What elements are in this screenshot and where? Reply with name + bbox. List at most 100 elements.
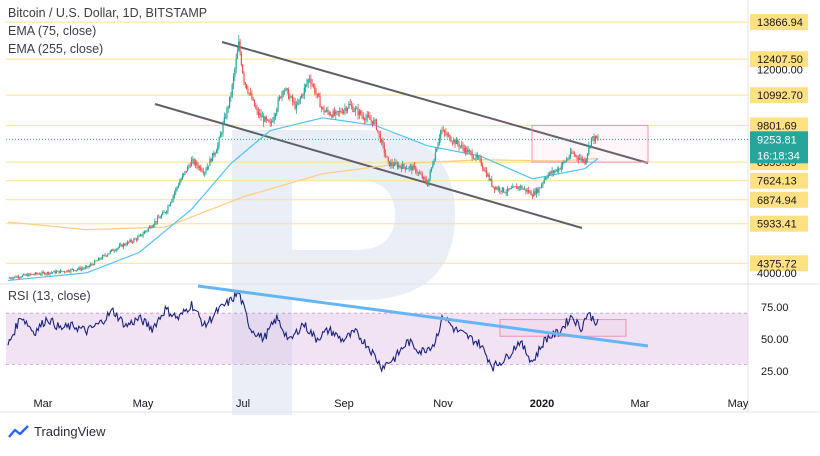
- candle-body: [289, 96, 291, 99]
- candle-body: [402, 163, 404, 169]
- candle-body: [270, 121, 273, 124]
- candle-body: [573, 153, 575, 156]
- candle-body: [521, 186, 523, 189]
- candle-body: [213, 152, 215, 156]
- candle-body: [255, 106, 257, 109]
- candle-body: [231, 84, 233, 97]
- candle-body: [453, 139, 455, 143]
- candle-body: [95, 260, 97, 262]
- candle-body: [274, 113, 277, 117]
- candle-body: [167, 206, 169, 212]
- candle-body: [552, 170, 555, 173]
- candle-body: [327, 109, 329, 112]
- candle-body: [509, 188, 511, 190]
- candle-body: [307, 79, 309, 84]
- candle-body: [108, 253, 110, 255]
- rsi-trendline[interactable]: [197, 284, 649, 348]
- candle-body: [116, 248, 118, 251]
- candle-body: [129, 239, 131, 243]
- candle-body: [71, 269, 73, 271]
- candle-body: [403, 163, 405, 167]
- candle-body: [28, 273, 30, 277]
- candle-body: [412, 165, 414, 171]
- candle-body: [72, 269, 75, 271]
- price-tick-label: 12000.00: [757, 65, 803, 77]
- time-tick-label: Mar: [631, 398, 650, 410]
- candle-body: [547, 174, 549, 178]
- rsi-line: [7, 290, 599, 374]
- candle-body: [34, 272, 37, 275]
- candle-body: [297, 103, 299, 105]
- candle-body: [358, 110, 360, 116]
- candle-body: [151, 226, 153, 228]
- candle-body: [175, 188, 177, 193]
- candle-body: [131, 241, 134, 243]
- candle-body: [59, 270, 62, 273]
- candle-body: [218, 137, 220, 146]
- candle-body: [125, 244, 127, 246]
- candle-body: [472, 157, 475, 159]
- tradingview-brand[interactable]: TradingView: [8, 424, 106, 439]
- candle-body: [445, 132, 447, 135]
- candle-body: [70, 269, 72, 272]
- candle-body: [110, 249, 113, 251]
- candle-body: [554, 170, 556, 173]
- channel-upper-line[interactable]: [221, 41, 649, 164]
- candle-body: [97, 258, 100, 261]
- level-label-bg: [750, 14, 808, 31]
- candle-body: [329, 114, 332, 116]
- candle-body: [308, 78, 311, 80]
- ema255-line: [7, 157, 599, 231]
- candle-body: [388, 160, 391, 167]
- candle-body: [463, 147, 465, 152]
- candle-body: [86, 266, 88, 268]
- candle-body: [457, 139, 459, 144]
- candle-body: [291, 96, 294, 102]
- candle-body: [53, 271, 55, 273]
- candle-body: [378, 130, 380, 134]
- candle-body: [343, 110, 345, 114]
- candle-body: [190, 159, 193, 167]
- candle-body: [33, 274, 35, 276]
- candle-body: [246, 84, 248, 89]
- candle-body: [122, 244, 124, 248]
- candle-body: [105, 255, 107, 257]
- candle-body: [290, 96, 292, 98]
- candle-body: [32, 274, 34, 275]
- candle-body: [582, 159, 585, 161]
- candle-body: [19, 277, 21, 279]
- price-target-box[interactable]: [531, 124, 649, 163]
- candle-body: [572, 152, 574, 154]
- channel-lower-line[interactable]: [154, 103, 583, 229]
- candle-body: [436, 149, 438, 152]
- candle-body: [328, 111, 330, 115]
- candle-body: [525, 188, 527, 192]
- candle-body: [563, 161, 565, 163]
- candle-body: [185, 170, 187, 172]
- candle-body: [404, 166, 406, 170]
- candle-body: [405, 168, 408, 170]
- candle-body: [145, 231, 147, 232]
- candle-body: [322, 107, 324, 109]
- candle-body: [462, 145, 464, 148]
- candle-body: [126, 241, 128, 245]
- candle-body: [42, 272, 44, 273]
- candle-body: [468, 150, 471, 152]
- candle-body: [333, 110, 336, 115]
- candle-body: [49, 272, 51, 275]
- candle-body: [45, 273, 47, 275]
- candle-body: [96, 260, 98, 262]
- candle-body: [350, 105, 353, 107]
- candle-body: [159, 217, 161, 219]
- candle-body: [588, 145, 590, 154]
- candle-body: [356, 108, 358, 110]
- candle-body: [282, 91, 284, 93]
- level-label-bg: [750, 172, 808, 189]
- candle-body: [501, 187, 503, 192]
- candle-body: [364, 118, 366, 121]
- candle-body: [344, 108, 346, 111]
- watermark-logo: [232, 130, 455, 415]
- candle-body: [585, 158, 587, 164]
- candle-body: [424, 177, 426, 180]
- candle-body: [485, 170, 488, 177]
